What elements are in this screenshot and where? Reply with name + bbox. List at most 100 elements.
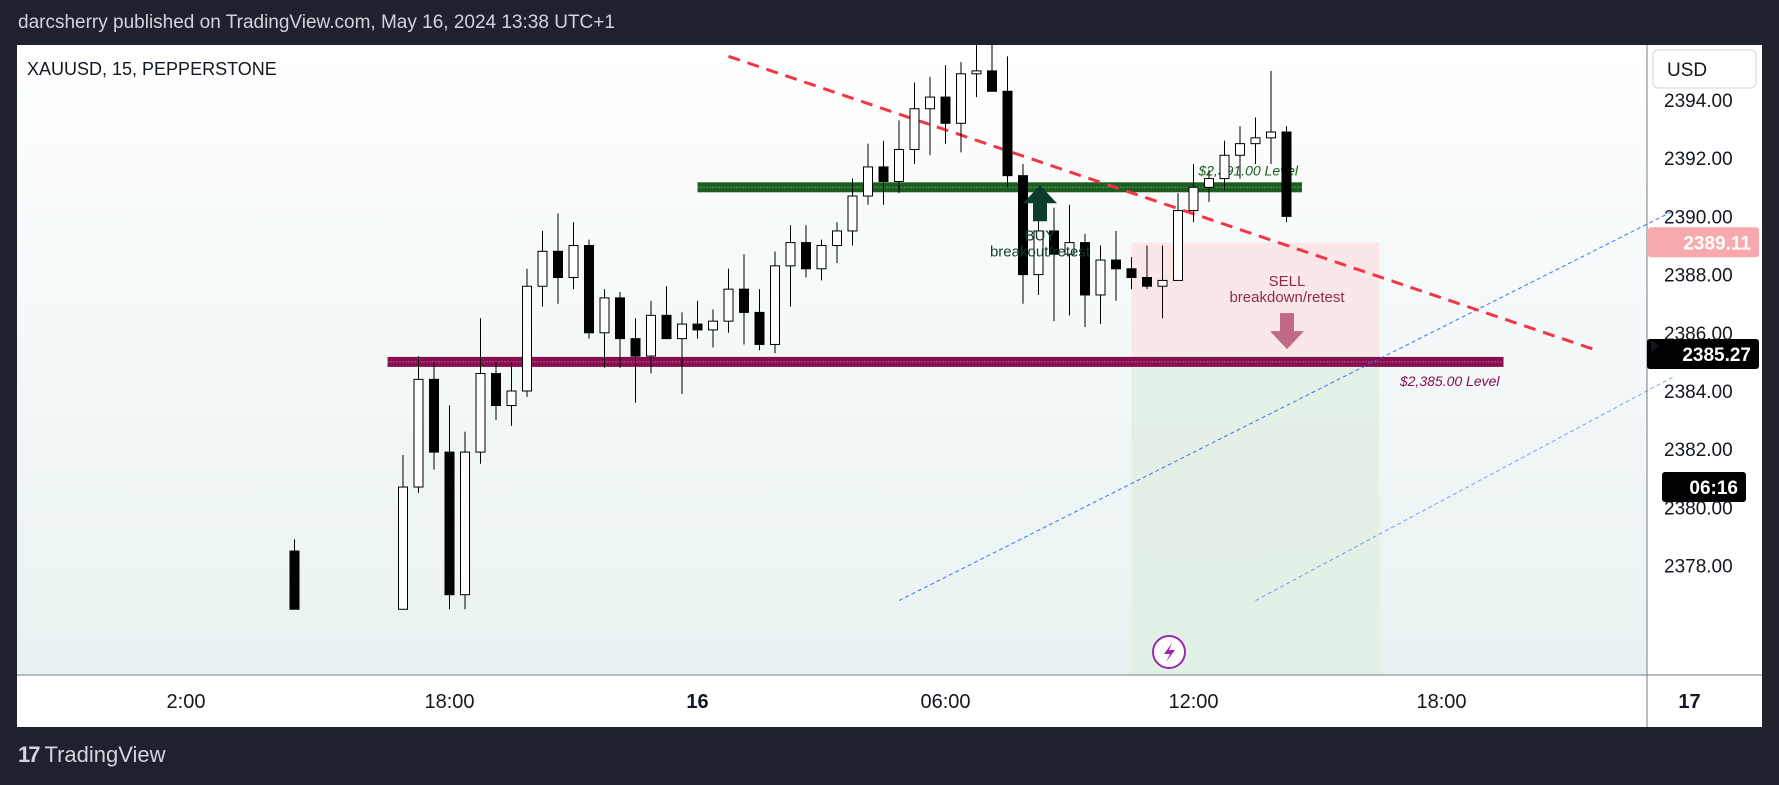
candle[interactable] [522, 268, 532, 397]
candle-body [1002, 90, 1013, 177]
candle[interactable] [646, 300, 656, 374]
candle[interactable] [553, 213, 563, 304]
candle[interactable] [1002, 56, 1013, 188]
candle[interactable] [1126, 257, 1137, 290]
candle[interactable] [661, 286, 672, 340]
candle[interactable] [537, 230, 548, 307]
candle[interactable] [1204, 169, 1214, 202]
candle-body [832, 230, 842, 246]
candle-body [475, 373, 486, 453]
candle[interactable] [816, 239, 827, 281]
candle-body [894, 148, 904, 182]
candle[interactable] [1080, 233, 1090, 327]
candle[interactable] [1173, 193, 1183, 281]
candle[interactable] [413, 356, 424, 493]
candle-body [1080, 242, 1090, 296]
candle[interactable] [940, 65, 951, 144]
candle[interactable] [1111, 230, 1121, 301]
candle[interactable] [1157, 245, 1168, 319]
candle[interactable] [615, 292, 625, 368]
price-tag [1662, 472, 1746, 503]
candle-body [925, 96, 935, 110]
candle[interactable] [1281, 126, 1292, 223]
candle[interactable] [925, 76, 935, 156]
candle-body [1111, 259, 1121, 270]
candle[interactable] [677, 312, 687, 394]
candle[interactable] [475, 318, 486, 464]
candle[interactable] [801, 225, 811, 278]
tradingview-footer: 17 TradingView [18, 742, 166, 768]
candle[interactable] [1095, 245, 1106, 325]
candle-body [723, 288, 734, 322]
candle[interactable] [1188, 164, 1199, 223]
candle[interactable] [398, 455, 408, 610]
tradingview-logo-icon: 17 [18, 742, 41, 767]
candle-body [847, 195, 858, 232]
price-tag-label: 2389.11 [1683, 233, 1751, 254]
candle-body [615, 297, 625, 340]
candle[interactable] [568, 222, 579, 290]
candle-body [971, 70, 982, 75]
candle-body [1157, 279, 1168, 287]
candle[interactable] [692, 300, 703, 339]
candle-body [956, 73, 966, 124]
channel-line[interactable] [1255, 376, 1675, 601]
candle[interactable] [971, 45, 982, 98]
candle[interactable] [894, 120, 904, 194]
candle[interactable] [1049, 207, 1059, 322]
descending-trendline[interactable] [728, 54, 1597, 352]
candle[interactable] [770, 251, 780, 354]
candle[interactable] [599, 289, 610, 368]
candle[interactable] [878, 140, 889, 205]
candle[interactable] [289, 539, 300, 610]
price-tag-label: 06:16 [1689, 478, 1738, 499]
candlestick-chart[interactable]: $2,391.00 Level$2,385.00 Level BUYbreako… [17, 45, 1762, 727]
x-tick-label: 18:00 [424, 691, 474, 713]
candle[interactable] [832, 222, 842, 263]
candle[interactable] [956, 62, 966, 153]
candle[interactable] [491, 361, 501, 421]
candle[interactable] [460, 431, 470, 610]
candle-body [506, 390, 517, 407]
candle[interactable] [1219, 140, 1230, 191]
candle[interactable] [1235, 126, 1245, 179]
candle[interactable] [630, 318, 641, 403]
buy-label: BUY [1025, 227, 1056, 244]
candle[interactable] [429, 361, 439, 470]
candle[interactable] [1064, 204, 1075, 316]
candle[interactable] [785, 225, 796, 307]
candle-body [677, 323, 687, 340]
candle[interactable] [444, 405, 455, 610]
candle-body [692, 323, 703, 331]
candle[interactable] [584, 239, 594, 339]
candle[interactable] [987, 45, 997, 92]
channel-line[interactable] [898, 210, 1675, 601]
candle[interactable] [1033, 216, 1044, 295]
candle[interactable] [708, 309, 718, 348]
currency-button[interactable] [1652, 49, 1757, 89]
candle-body [785, 242, 796, 267]
candle-body [522, 285, 532, 392]
lightning-bolt [1164, 643, 1175, 662]
candle-body [1188, 186, 1199, 212]
candle[interactable] [1266, 70, 1276, 165]
candle[interactable] [506, 361, 517, 426]
y-tick-label: 2392.00 [1664, 149, 1733, 170]
candle[interactable] [863, 143, 873, 205]
sell-sub-label: breakdown/retest [1229, 289, 1345, 306]
y-tick-label: 2394.00 [1664, 91, 1733, 112]
candle[interactable] [847, 178, 858, 246]
resistance-level-band[interactable] [697, 182, 1303, 193]
candle[interactable] [1250, 117, 1261, 165]
candle[interactable] [1018, 164, 1028, 304]
candle[interactable] [1142, 245, 1152, 290]
candle[interactable] [739, 254, 749, 345]
candle[interactable] [754, 289, 765, 351]
y-tick-label: 2380.00 [1664, 498, 1733, 519]
candle[interactable] [909, 82, 920, 165]
candle-body [429, 378, 439, 453]
chart-panel[interactable]: $2,391.00 Level $2,385.00 Level BUY breako… [17, 45, 1762, 727]
candle[interactable] [723, 268, 734, 333]
candle-body [1126, 268, 1137, 279]
candle-body [584, 245, 594, 334]
